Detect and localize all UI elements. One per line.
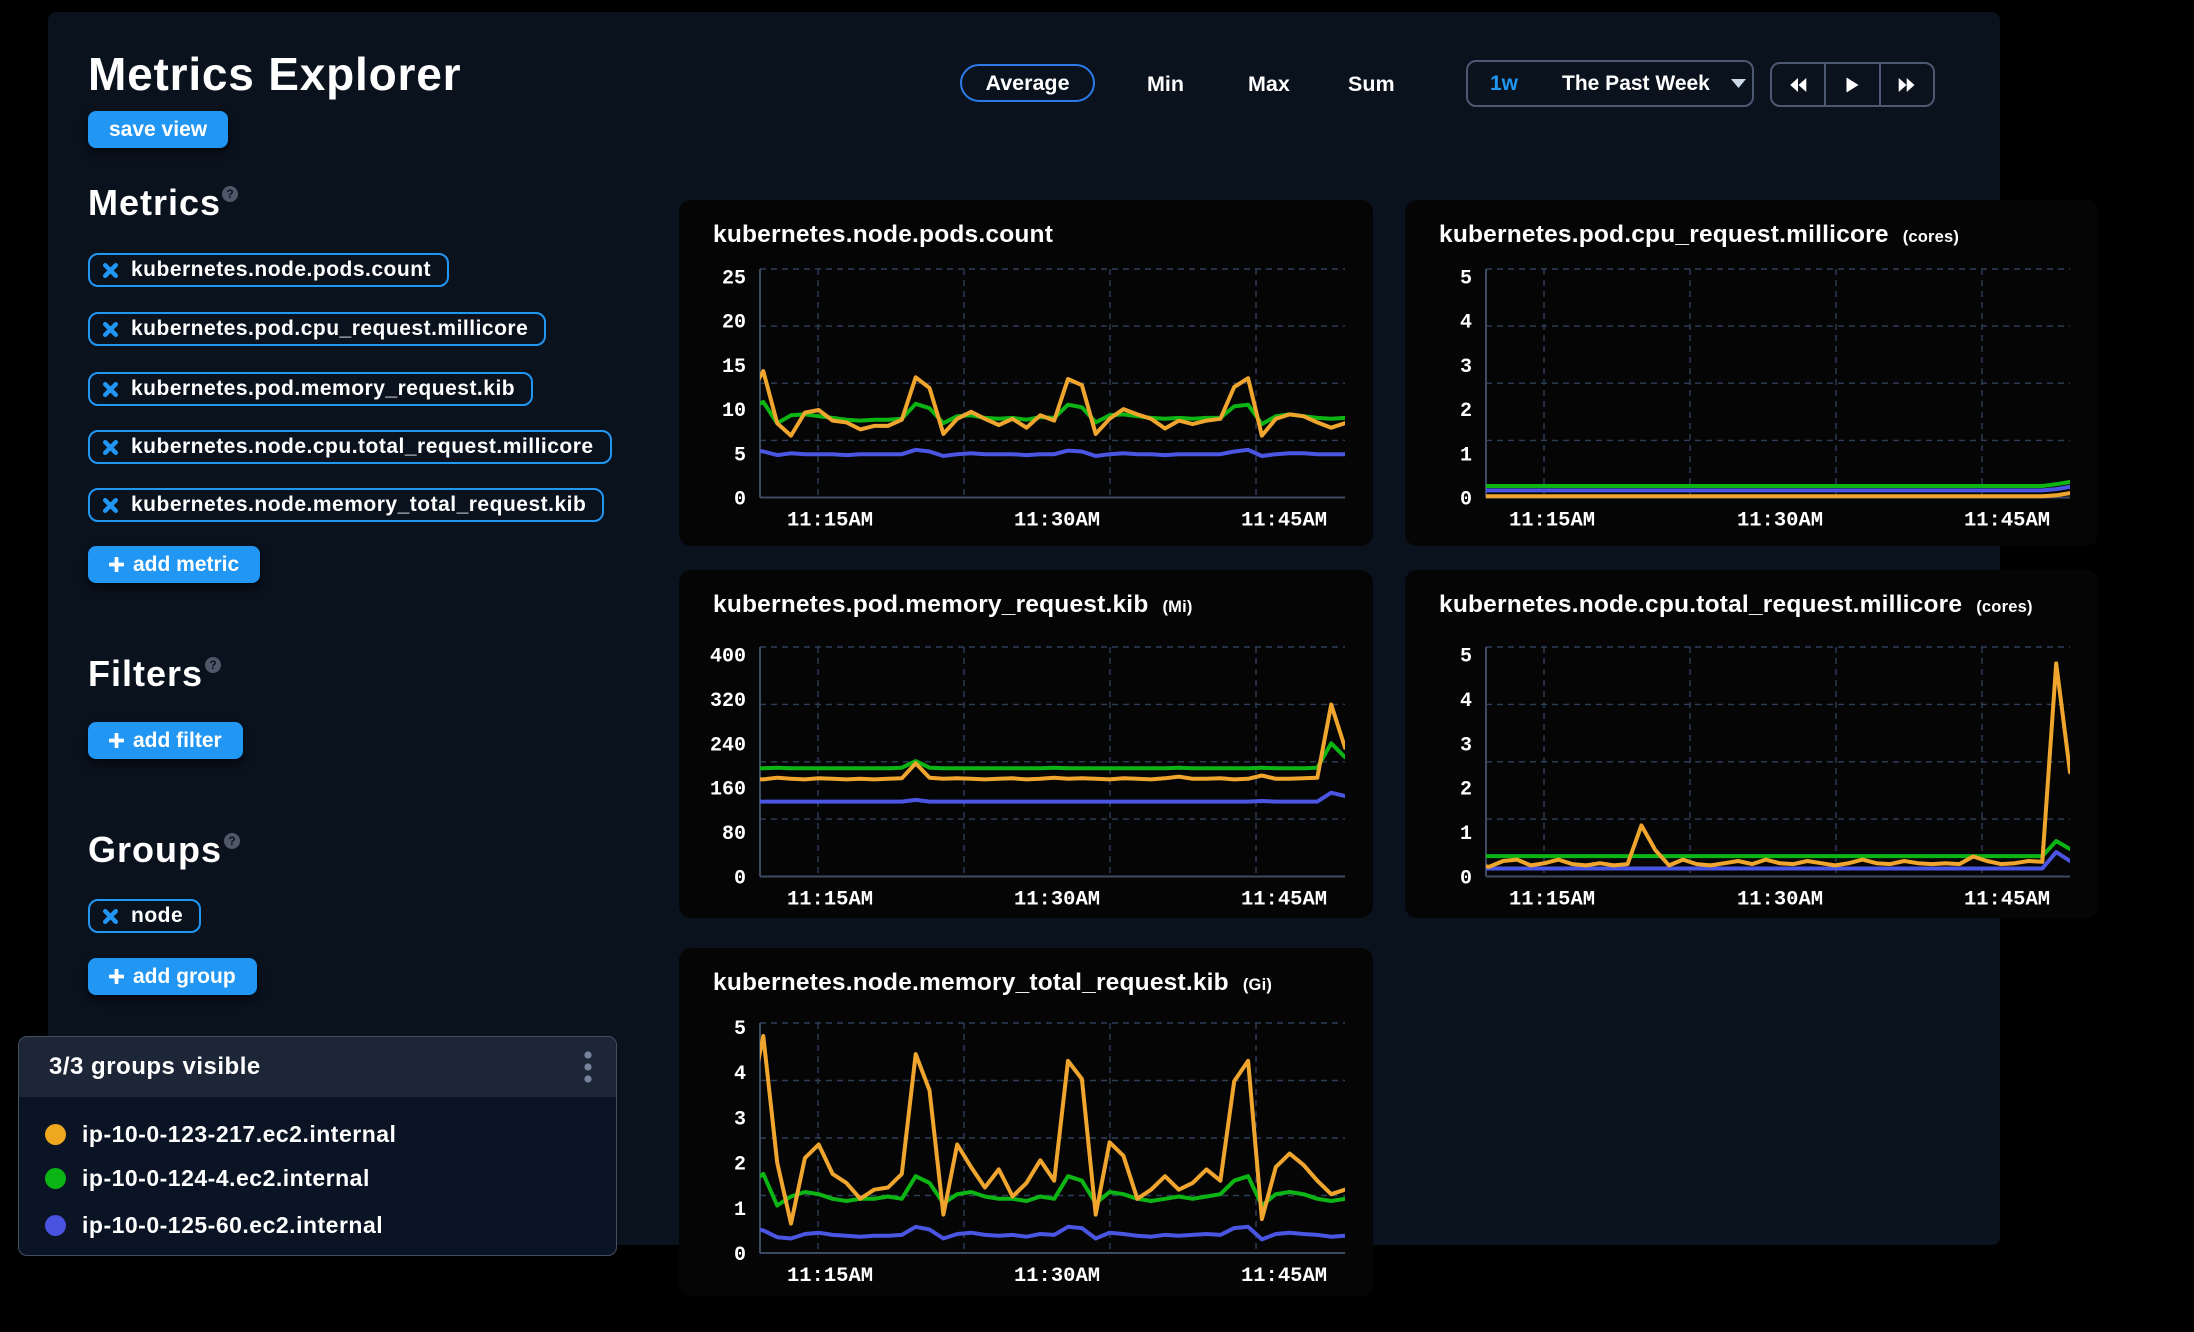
svg-text:80: 80 [722, 823, 746, 846]
svg-text:2: 2 [1460, 779, 1472, 802]
svg-text:0: 0 [734, 1244, 746, 1267]
svg-text:4: 4 [734, 1063, 746, 1086]
svg-text:kubernetes.pod.memory_request.: kubernetes.pod.memory_request.kib (Mi) [713, 591, 1193, 618]
svg-text:5: 5 [1460, 646, 1472, 669]
svg-text:320: 320 [710, 690, 746, 713]
svg-text:15: 15 [722, 356, 746, 379]
svg-text:160: 160 [710, 779, 746, 802]
svg-text:11:15AM: 11:15AM [787, 510, 873, 533]
svg-text:11:15AM: 11:15AM [787, 1265, 873, 1288]
svg-text:0: 0 [1460, 489, 1472, 512]
svg-text:3: 3 [1460, 356, 1472, 379]
svg-text:11:15AM: 11:15AM [787, 889, 873, 912]
svg-text:10: 10 [722, 400, 746, 423]
svg-text:5: 5 [1460, 268, 1472, 291]
svg-text:4: 4 [1460, 312, 1472, 335]
svg-text:11:30AM: 11:30AM [1014, 510, 1100, 533]
svg-text:20: 20 [722, 312, 746, 335]
svg-text:3: 3 [1460, 734, 1472, 757]
svg-text:240: 240 [710, 734, 746, 757]
svg-text:11:15AM: 11:15AM [1509, 510, 1595, 533]
svg-text:kubernetes.node.cpu.total_requ: kubernetes.node.cpu.total_request.millic… [1439, 591, 2033, 618]
svg-text:11:45AM: 11:45AM [1241, 1265, 1327, 1288]
svg-text:2: 2 [1460, 400, 1472, 423]
svg-text:11:45AM: 11:45AM [1964, 510, 2050, 533]
svg-text:0: 0 [734, 868, 746, 891]
svg-text:11:15AM: 11:15AM [1509, 889, 1595, 912]
svg-text:0: 0 [734, 489, 746, 512]
svg-text:11:30AM: 11:30AM [1014, 889, 1100, 912]
svg-text:11:30AM: 11:30AM [1737, 510, 1823, 533]
svg-text:2: 2 [734, 1154, 746, 1177]
svg-text:1: 1 [1460, 823, 1472, 846]
svg-text:kubernetes.pod.cpu_request.mil: kubernetes.pod.cpu_request.millicore (cor… [1439, 221, 1959, 248]
svg-text:0: 0 [1460, 868, 1472, 891]
svg-text:11:45AM: 11:45AM [1964, 889, 2050, 912]
svg-text:1: 1 [1460, 444, 1472, 467]
svg-text:11:30AM: 11:30AM [1014, 1265, 1100, 1288]
svg-text:25: 25 [722, 268, 746, 291]
svg-text:kubernetes.node.pods.count: kubernetes.node.pods.count [713, 221, 1053, 248]
svg-text:1: 1 [734, 1199, 746, 1222]
svg-text:5: 5 [734, 1018, 746, 1041]
svg-text:11:45AM: 11:45AM [1241, 510, 1327, 533]
svg-text:400: 400 [710, 646, 746, 669]
svg-text:4: 4 [1460, 690, 1472, 713]
svg-text:5: 5 [734, 444, 746, 467]
svg-text:kubernetes.node.memory_total_r: kubernetes.node.memory_total_request.kib… [713, 969, 1272, 996]
svg-text:11:45AM: 11:45AM [1241, 889, 1327, 912]
svg-text:11:30AM: 11:30AM [1737, 889, 1823, 912]
svg-text:3: 3 [734, 1108, 746, 1131]
